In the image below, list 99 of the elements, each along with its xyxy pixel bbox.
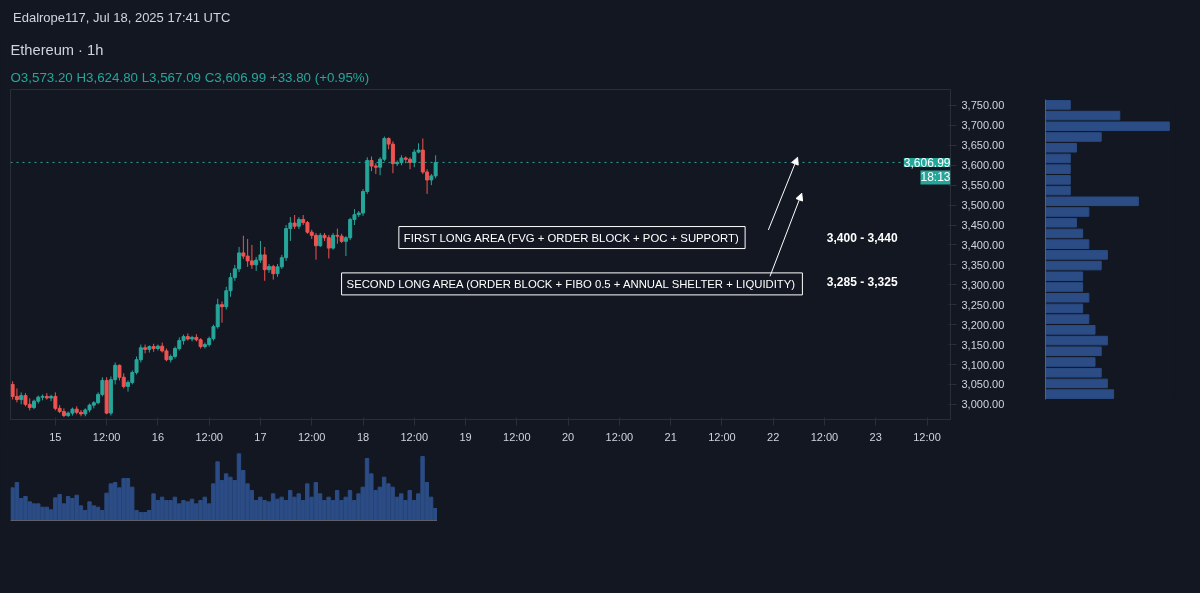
bar — [65, 496, 71, 521]
x-tick-label: 12:00 — [913, 430, 941, 443]
candlestick — [314, 232, 318, 261]
bar — [70, 498, 75, 521]
bar — [258, 496, 263, 521]
x-tick-label: 18 — [356, 430, 370, 443]
x-tick-label: 15 — [49, 430, 62, 443]
y-tick-label: 3,350.00 — [961, 258, 1005, 271]
y-tick-label: 3,650.00 — [961, 139, 1005, 152]
y-tick-label: 3,700.00 — [961, 119, 1005, 132]
y-tick-label: 3,300.00 — [961, 278, 1005, 291]
bar — [44, 506, 49, 521]
x-tick-label: 20 — [561, 430, 575, 443]
bar — [399, 493, 404, 521]
bar — [334, 490, 340, 521]
candlestick — [79, 409, 83, 417]
bar — [91, 505, 96, 521]
bar — [138, 512, 143, 521]
y-tick-label: 3,100.00 — [961, 358, 1005, 371]
y-tick-label: 3,550.00 — [961, 179, 1005, 192]
bar — [31, 503, 37, 521]
bar — [407, 490, 412, 521]
candlestick — [14, 387, 19, 403]
x-tick-label: 19 — [459, 430, 472, 443]
y-tick-label: 3,200.00 — [961, 318, 1005, 331]
bar — [151, 493, 156, 521]
bar — [202, 496, 207, 521]
bar — [108, 483, 114, 521]
y-tick-label: 3,500.00 — [961, 199, 1005, 212]
ref-line-label: 3,606.99 — [903, 155, 951, 170]
bar — [53, 497, 58, 521]
candlestick — [390, 140, 395, 174]
bar — [287, 490, 293, 521]
x-tick-label: 21 — [664, 430, 677, 443]
candlestick — [202, 342, 207, 350]
y-tick-label: 3,050.00 — [961, 378, 1005, 391]
bar — [125, 478, 131, 521]
annotation: 3,400 - 3,440 — [826, 230, 898, 245]
x-tick-label: 12:00 — [400, 430, 429, 443]
candlestick — [408, 156, 412, 170]
bar — [228, 476, 233, 521]
bar — [236, 453, 242, 521]
bar — [305, 483, 310, 521]
annotation: 18:13 — [920, 170, 951, 185]
y-tick-label: 3,000.00 — [961, 398, 1005, 411]
bar — [23, 496, 28, 521]
bar — [364, 458, 370, 521]
text: Edalrope117, Jul 18, 2025 17:41 UTC — [13, 9, 231, 27]
bar — [57, 494, 62, 521]
x-tick-label: 12:00 — [297, 430, 326, 443]
candlestick — [267, 263, 271, 274]
x-tick-label: 12:00 — [195, 430, 223, 443]
x-tick-label: 22 — [767, 430, 780, 443]
bar — [347, 490, 353, 521]
chart-title: Ethereum · 1h — [10, 41, 104, 58]
x-tick-label: 12:00 — [503, 430, 531, 443]
candlestick — [220, 301, 224, 324]
bar — [215, 461, 220, 521]
annotation: SECOND LONG AREA (ORDER BLOCK + FIBO 0.5 + ANNUAL SHELTER + LIQUIDITY) — [346, 277, 796, 290]
candlestick — [262, 246, 267, 282]
bar — [296, 493, 301, 521]
bar — [390, 486, 395, 521]
x-tick-label: 17 — [254, 430, 267, 443]
bar — [185, 501, 190, 521]
x-tick-label: 23 — [869, 430, 882, 443]
x-tick-label: 12:00 — [810, 430, 839, 443]
bar — [326, 496, 331, 521]
y-tick-label: 3,250.00 — [961, 298, 1005, 311]
y-tick-label: 3,150.00 — [961, 338, 1005, 351]
bar — [14, 482, 20, 521]
y-tick-label: 3,750.00 — [961, 99, 1005, 112]
y-tick-label: 3,600.00 — [961, 159, 1005, 172]
bar — [279, 496, 284, 521]
x-tick-label: 12:00 — [708, 430, 736, 443]
bar — [181, 500, 186, 521]
bar — [194, 503, 199, 521]
bar — [223, 473, 229, 521]
bar — [262, 500, 267, 521]
bar — [74, 494, 79, 521]
bar — [420, 456, 425, 521]
bar — [36, 503, 41, 521]
candlestick — [249, 244, 254, 270]
bar — [270, 493, 276, 521]
x-tick-label: 12:00 — [92, 430, 121, 443]
y-tick-label: 3,450.00 — [961, 219, 1005, 232]
candlestick — [245, 238, 250, 268]
chart-subtitle: O3,573.20 H3,624.80 L3,567.09 C3,606.99 +33.80 (+0.95%) — [10, 69, 370, 85]
bar — [87, 501, 92, 521]
x-tick-label: 16 — [151, 430, 165, 443]
bar — [313, 482, 319, 521]
annotation: FIRST LONG AREA (FVG + ORDER BLOCK + POC + SUPPORT) — [403, 231, 739, 244]
x-tick-label: 12:00 — [605, 430, 634, 443]
y-tick-label: 3,400.00 — [961, 238, 1005, 251]
annotation: 3,285 - 3,325 — [826, 274, 898, 289]
bar — [121, 478, 126, 521]
candlestick — [49, 394, 54, 402]
candlestick — [10, 380, 15, 401]
bar — [168, 500, 173, 521]
bar — [112, 482, 118, 521]
